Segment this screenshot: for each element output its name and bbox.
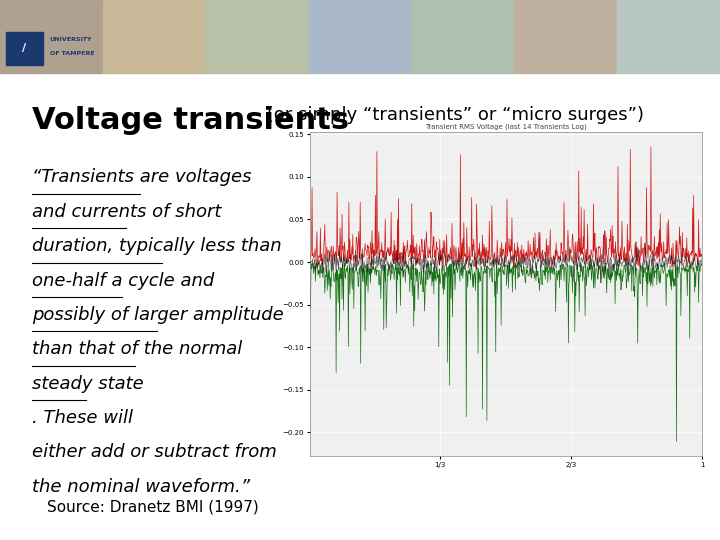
Text: UNIVERSITY: UNIVERSITY bbox=[50, 37, 92, 42]
Text: Voltage transients: Voltage transients bbox=[32, 106, 349, 135]
Bar bbox=[309, 0, 411, 73]
Text: possibly of larger amplitude: possibly of larger amplitude bbox=[32, 306, 284, 324]
Text: OF TAMPERE: OF TAMPERE bbox=[50, 51, 94, 56]
Text: . These will: . These will bbox=[32, 409, 133, 427]
Text: than that of the normal: than that of the normal bbox=[32, 340, 243, 359]
Text: Source: Dranetz BMI (1997): Source: Dranetz BMI (1997) bbox=[47, 500, 258, 515]
Text: one-half a cycle and: one-half a cycle and bbox=[32, 272, 215, 289]
Text: (or simply “transients” or “micro surges”): (or simply “transients” or “micro surges… bbox=[261, 106, 644, 124]
Title: Transient RMS Voltage (last 14 Transients Log): Transient RMS Voltage (last 14 Transient… bbox=[425, 123, 587, 130]
Text: duration, typically less than: duration, typically less than bbox=[32, 237, 282, 255]
Bar bbox=[206, 0, 309, 73]
Bar bbox=[0, 0, 103, 73]
Bar bbox=[411, 0, 514, 73]
Bar bbox=[6, 32, 42, 65]
Text: /: / bbox=[22, 43, 27, 53]
Text: and currents of short: and currents of short bbox=[32, 203, 222, 221]
Text: either add or subtract from: either add or subtract from bbox=[32, 443, 277, 461]
Text: “Transients are voltages: “Transients are voltages bbox=[32, 168, 252, 186]
Bar bbox=[617, 0, 720, 73]
Text: the nominal waveform.”: the nominal waveform.” bbox=[32, 478, 251, 496]
Text: steady state: steady state bbox=[32, 375, 144, 393]
Bar bbox=[103, 0, 206, 73]
Bar bbox=[514, 0, 617, 73]
